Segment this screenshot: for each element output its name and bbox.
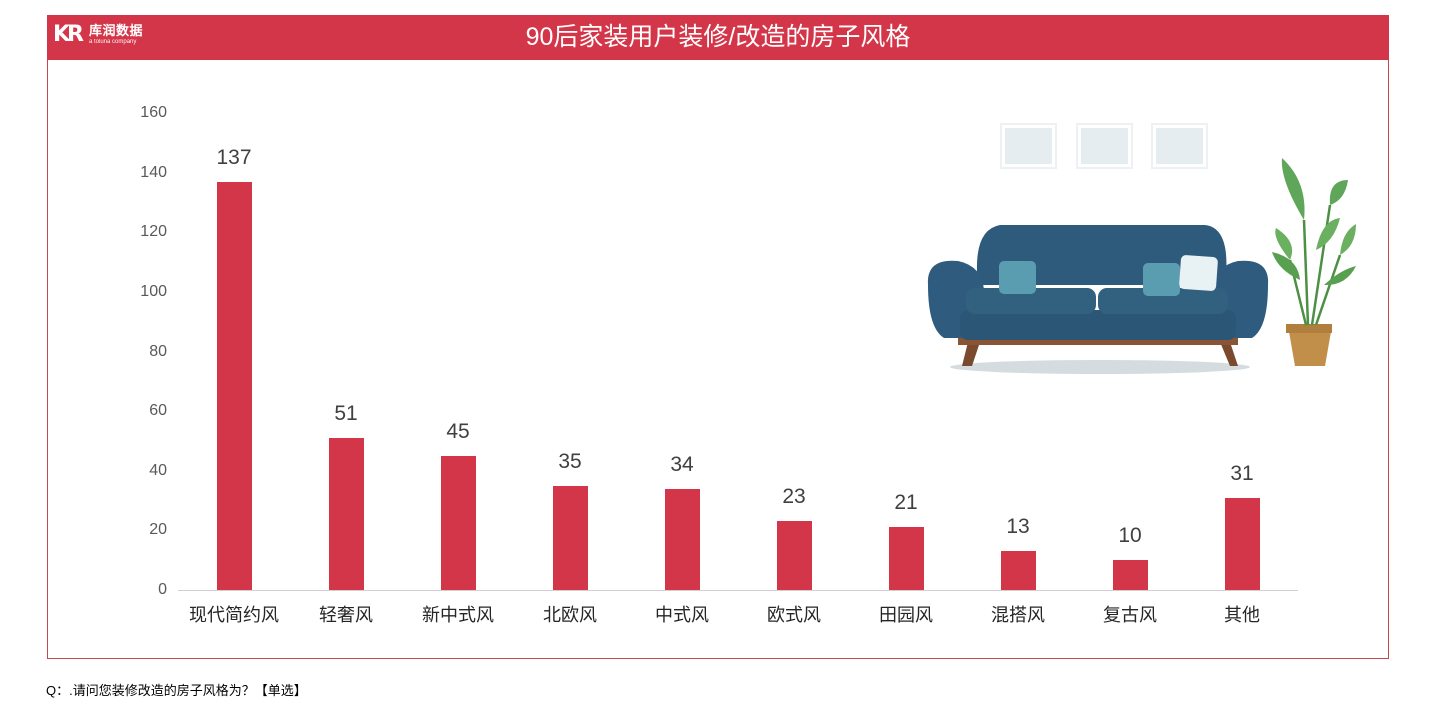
y-tick-label: 160	[140, 104, 167, 121]
bar	[776, 521, 812, 590]
x-category-label: 复古风	[1103, 605, 1157, 625]
bar	[328, 437, 364, 590]
y-tick-label: 140	[140, 163, 167, 181]
x-category-label: 田园风	[879, 605, 933, 625]
bar	[216, 181, 252, 590]
bar	[888, 527, 924, 590]
bar-value-label: 10	[1118, 524, 1142, 548]
bar-value-label: 13	[1006, 515, 1030, 539]
logo-name: 库润数据	[89, 23, 144, 38]
bar-value-label: 35	[558, 449, 582, 473]
x-category-label: 新中式风	[422, 605, 494, 625]
living-room-illustration	[927, 123, 1356, 374]
x-category-label: 混搭风	[991, 605, 1045, 625]
sofa-icon	[927, 225, 1269, 374]
chart-title: 90后家装用户装修/改造的房子风格	[525, 23, 911, 51]
bar-value-label: 51	[334, 401, 358, 425]
survey-question-note: Q：.请问您装修改造的房子风格为？【单选】	[46, 683, 307, 698]
chart-header: KR 库润数据 a toluna company 90后家装用户装修/改造的房子…	[47, 15, 1389, 60]
bar	[1112, 560, 1148, 590]
bar	[1224, 497, 1260, 590]
bar-value-label: 21	[894, 491, 918, 515]
bar-value-label: 31	[1230, 461, 1254, 485]
x-category-label: 其他	[1224, 605, 1260, 625]
y-tick-label: 120	[140, 223, 167, 241]
wall-frames-icon	[1000, 123, 1208, 169]
y-tick-label: 20	[149, 521, 167, 539]
brand-logo: KR 库润数据 a toluna company	[53, 23, 143, 53]
x-category-label: 欧式风	[767, 605, 821, 625]
x-category-label: 轻奢风	[319, 605, 373, 625]
bar-value-label: 23	[782, 485, 806, 509]
x-category-label: 现代简约风	[189, 605, 279, 625]
bar	[664, 488, 700, 590]
bar-value-label: 34	[670, 452, 694, 476]
y-tick-label: 60	[149, 402, 167, 420]
y-tick-label: 100	[140, 282, 167, 300]
bar	[1000, 551, 1036, 590]
bar-value-label: 45	[446, 419, 470, 443]
bar	[440, 455, 476, 590]
bar	[552, 485, 588, 590]
x-category-label: 北欧风	[543, 605, 597, 625]
x-category-label: 中式风	[655, 605, 709, 625]
potted-plant-icon	[1272, 158, 1356, 366]
y-tick-label: 0	[158, 581, 167, 598]
bar-value-label: 137	[216, 145, 252, 169]
logo-mark-icon: KR	[53, 22, 84, 47]
y-tick-label: 80	[149, 342, 167, 360]
logo-tagline: a toluna company	[89, 39, 137, 45]
x-axis-line	[178, 590, 1298, 591]
y-tick-label: 40	[149, 461, 167, 479]
